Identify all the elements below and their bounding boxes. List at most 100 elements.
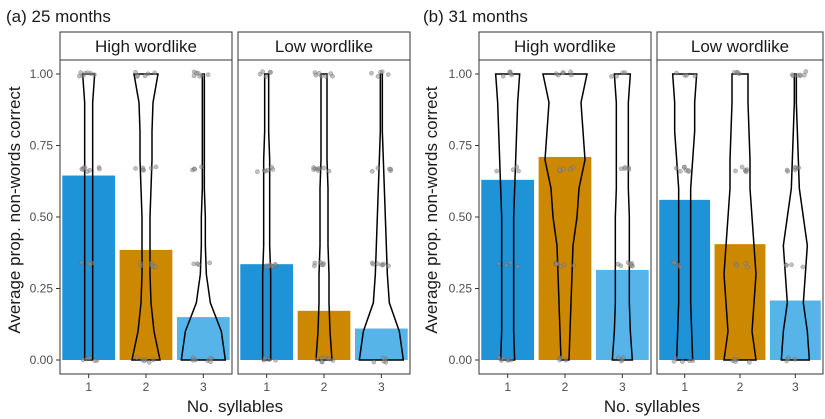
data-point xyxy=(140,167,146,173)
data-point xyxy=(138,263,144,269)
x-tick-label: 3 xyxy=(200,380,207,394)
violin xyxy=(494,73,521,361)
data-point xyxy=(515,264,521,269)
facet-b-low-plot: 1 2 3 xyxy=(659,69,821,394)
data-point xyxy=(685,168,691,173)
data-point xyxy=(97,166,102,172)
data-point xyxy=(494,168,500,174)
y-tick-label: 0.75 xyxy=(30,139,54,153)
data-point xyxy=(273,357,278,363)
data-point xyxy=(79,260,84,265)
data-point xyxy=(92,358,98,364)
data-point xyxy=(618,166,624,172)
data-point xyxy=(315,168,321,173)
data-point xyxy=(375,261,381,267)
data-point xyxy=(628,261,633,267)
violin xyxy=(671,73,698,361)
data-point xyxy=(205,72,211,78)
facet-a-high-plot: 1 2 3 xyxy=(62,69,230,394)
data-point xyxy=(734,263,739,269)
data-point xyxy=(375,165,381,171)
data-point xyxy=(87,262,93,267)
data-point xyxy=(145,71,151,77)
data-point xyxy=(509,72,515,78)
chart-b: (b) 31 months Average prop. non-words co… xyxy=(422,7,824,416)
data-point xyxy=(496,261,501,267)
data-point xyxy=(671,259,677,265)
data-point xyxy=(268,69,273,75)
data-point xyxy=(746,359,752,365)
bar xyxy=(769,300,821,360)
data-point xyxy=(789,262,794,268)
data-point xyxy=(690,358,696,364)
data-point xyxy=(626,167,632,173)
data-point xyxy=(622,164,628,170)
chart-b-y-axis-label: Average prop. non-words correct xyxy=(422,86,441,334)
data-point xyxy=(92,72,97,78)
data-point xyxy=(260,69,265,74)
data-point xyxy=(571,263,576,268)
chart-a-title: (a) 25 months xyxy=(6,7,111,26)
facet-a-high-label: High wordlike xyxy=(95,37,197,56)
data-point xyxy=(503,263,509,268)
data-point xyxy=(369,70,374,76)
x-tick-label: 2 xyxy=(321,380,328,394)
data-point xyxy=(790,73,796,79)
data-point xyxy=(563,357,569,363)
data-point xyxy=(743,169,749,175)
facet-a-low-label: Low wordlike xyxy=(275,37,373,56)
y-tick-label: 0.00 xyxy=(449,353,473,367)
data-point xyxy=(561,262,567,268)
bar xyxy=(240,264,294,360)
data-point xyxy=(199,164,204,170)
data-point xyxy=(508,357,514,363)
data-point xyxy=(195,261,200,266)
x-tick-label: 2 xyxy=(143,380,150,394)
data-point xyxy=(316,70,322,76)
data-point xyxy=(684,73,689,78)
violin xyxy=(542,73,588,361)
facet-a-low-wordlike: Low wordlike 1 2 3 xyxy=(237,31,411,394)
data-point xyxy=(733,168,738,174)
data-point xyxy=(499,358,504,363)
violin xyxy=(261,73,272,361)
facet-b-low-label: Low wordlike xyxy=(691,37,789,56)
data-point xyxy=(385,72,391,77)
data-point xyxy=(784,167,790,173)
y-tick-label: 0.25 xyxy=(30,282,54,296)
bar xyxy=(595,269,649,360)
facet-b-high-wordlike: High wordlike 1 2 3 xyxy=(478,31,652,394)
x-tick-label: 1 xyxy=(85,380,92,394)
data-point xyxy=(321,165,327,171)
x-tick-label: 3 xyxy=(619,380,626,394)
data-point xyxy=(320,262,326,268)
violin xyxy=(723,73,757,361)
data-point xyxy=(800,264,806,270)
data-point xyxy=(792,356,798,362)
data-point xyxy=(568,69,574,75)
x-tick-label: 2 xyxy=(737,380,744,394)
data-point xyxy=(143,357,149,363)
y-tick-label: 0.75 xyxy=(449,139,473,153)
data-point xyxy=(797,72,803,78)
chart-a-y-axis: 0.00 0.25 0.50 0.75 1.00 xyxy=(30,67,60,367)
data-point xyxy=(796,165,802,171)
data-point xyxy=(263,74,269,79)
data-point xyxy=(380,355,386,361)
facet-b-low-wordlike: Low wordlike 1 2 3 xyxy=(656,31,824,394)
data-point xyxy=(553,261,559,267)
data-point xyxy=(500,73,506,79)
chart-a: (a) 25 months Average prop. non-words co… xyxy=(5,7,411,416)
data-point xyxy=(369,168,375,174)
data-point xyxy=(677,168,683,174)
data-point xyxy=(133,166,138,171)
data-point xyxy=(792,164,798,170)
y-tick-label: 1.00 xyxy=(30,67,54,81)
data-point xyxy=(208,359,213,365)
x-tick-label: 1 xyxy=(504,380,511,394)
chart-a-y-axis-label: Average prop. non-words correct xyxy=(5,86,24,334)
data-point xyxy=(621,355,626,360)
data-point xyxy=(622,70,628,76)
data-point xyxy=(152,70,158,76)
